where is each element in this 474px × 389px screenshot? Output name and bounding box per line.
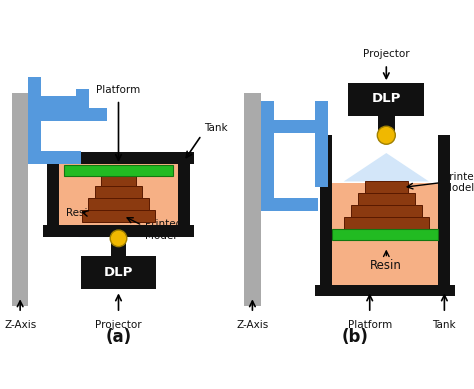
Bar [76,89,89,108]
Bar [28,77,42,96]
Bar [47,154,59,230]
Polygon shape [344,153,429,181]
Text: Z-Axis: Z-Axis [4,320,36,330]
Text: Resin: Resin [370,259,402,272]
Bar [320,135,332,289]
Text: Platform: Platform [347,320,392,330]
Text: Printed
Model: Printed Model [145,219,182,241]
Bar [261,198,318,211]
Circle shape [377,126,395,144]
Bar [261,101,274,120]
Text: Tank: Tank [433,320,456,330]
Bar [95,186,142,198]
Bar [111,242,126,256]
Bar [43,225,194,237]
Bar [88,198,149,210]
Bar [59,163,178,225]
Bar [28,96,88,108]
Bar [43,152,194,164]
Bar [178,154,190,230]
Polygon shape [78,225,159,237]
Bar [315,101,328,120]
Bar [332,183,438,285]
Text: DLP: DLP [372,92,401,105]
Bar [28,108,104,121]
Bar [28,151,81,164]
Text: (b): (b) [342,328,369,346]
Text: Projector: Projector [363,49,410,60]
Bar [351,205,422,217]
Bar [261,120,327,133]
Bar [344,217,429,229]
Text: Resin: Resin [66,209,94,219]
Bar [315,120,328,187]
Bar [64,165,173,175]
Text: DLP: DLP [104,266,133,279]
Bar [100,175,137,186]
Bar [315,285,455,296]
Text: Projector: Projector [95,320,142,330]
Bar [244,93,261,306]
Text: (a): (a) [105,328,132,346]
Bar [365,181,408,193]
Bar [12,93,28,306]
Text: Printed
Model: Printed Model [443,172,474,193]
Bar [358,193,415,205]
Bar [81,256,156,289]
Text: Z-Axis: Z-Axis [236,320,269,330]
Bar [348,83,424,116]
Bar [95,108,107,121]
Bar [82,210,155,222]
Bar [438,135,450,289]
Text: Tank: Tank [204,123,228,133]
Bar [378,116,394,133]
Text: Platform: Platform [96,85,141,95]
Bar [28,108,42,164]
Bar [261,121,274,211]
Bar [332,229,438,240]
Circle shape [110,230,127,247]
